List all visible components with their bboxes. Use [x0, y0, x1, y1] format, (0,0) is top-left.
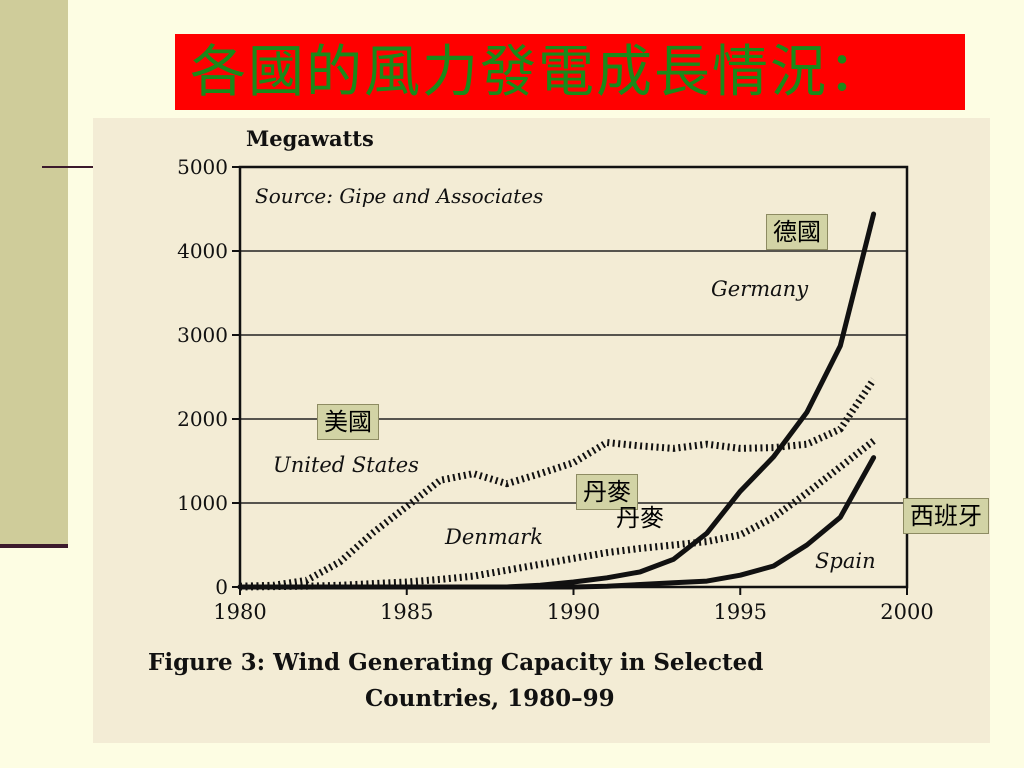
scanned-figure: 0 1000 2000 3000 4000 5000 1980 1985 1990 1995 200…: [93, 118, 990, 743]
sidebar-divider-line: [0, 544, 68, 548]
x-tick-label-1990: 1990: [547, 600, 600, 624]
point-germany-1990: [572, 581, 574, 583]
annotation-denmark-duplicate: 丹麥: [616, 504, 664, 532]
point-spain-1994: [706, 580, 708, 582]
point-united-states-1991: [606, 441, 608, 443]
point-united-states-1992: [639, 445, 641, 447]
title-bar: [175, 34, 965, 110]
point-united-states-1993: [672, 447, 674, 449]
point-denmark-1989: [539, 563, 541, 565]
annotation-spain: 西班牙: [903, 498, 989, 534]
point-denmark-1988: [506, 569, 508, 571]
x-tick-label-1995: 1995: [714, 600, 767, 624]
point-denmark-1984: [372, 582, 374, 584]
x-tick-label-1985: 1985: [380, 600, 433, 624]
series-label-denmark: Denmark: [444, 525, 543, 549]
series-label-germany: Germany: [711, 277, 809, 301]
point-spain-1998: [839, 516, 841, 518]
point-united-states-1997: [806, 443, 808, 445]
slide-title: 各國的風力發電成長情況：: [190, 40, 886, 105]
y-tick-label-0: 0: [215, 575, 228, 599]
point-denmark-1999: [872, 440, 874, 442]
point-united-states-1990: [572, 461, 574, 463]
point-denmark-1995: [739, 534, 741, 536]
figure-caption-line-2: Countries, 1980–99: [365, 685, 615, 712]
point-united-states-1995: [739, 447, 741, 449]
point-spain-1999: [872, 456, 874, 458]
sidebar-accent-bar: [0, 0, 68, 548]
point-germany-1999: [872, 213, 874, 215]
point-united-states-1985: [406, 505, 408, 507]
y-tick-label-3000: 3000: [177, 323, 228, 347]
series-line-spain: [237, 455, 877, 590]
y-tick-label-1000: 1000: [177, 491, 228, 515]
point-united-states-1999: [872, 378, 874, 380]
point-denmark-1985: [406, 581, 408, 583]
point-germany-1995: [739, 490, 741, 492]
point-denmark-1997: [806, 492, 808, 494]
point-united-states-1989: [539, 472, 541, 474]
series-label-spain: Spain: [815, 549, 876, 573]
point-germany-1998: [839, 345, 841, 347]
y-tick-label-2000: 2000: [177, 407, 228, 431]
point-denmark-1991: [606, 551, 608, 553]
figure-caption-line-1: Figure 3: Wind Generating Capacity in Se…: [148, 649, 763, 676]
point-united-states-1988: [506, 482, 508, 484]
x-tick-label-2000: 2000: [880, 600, 933, 624]
point-spain-1993: [672, 582, 674, 584]
point-germany-1992: [639, 571, 641, 573]
point-united-states-1984: [372, 531, 374, 533]
point-spain-1995: [739, 574, 741, 576]
annotation-usa: 美國: [317, 404, 379, 440]
x-tick-label-1980: 1980: [213, 600, 266, 624]
point-germany-1991: [606, 577, 608, 579]
point-united-states-1982: [306, 579, 308, 581]
series-line-germany: [237, 211, 877, 590]
y-tick-label-4000: 4000: [177, 239, 228, 263]
point-united-states-1983: [339, 561, 341, 563]
point-spain-1997: [806, 544, 808, 546]
point-denmark-1993: [672, 544, 674, 546]
point-united-states-1998: [839, 428, 841, 430]
point-united-states-1994: [706, 443, 708, 445]
series-label-united-states: United States: [273, 453, 419, 477]
point-germany-1994: [706, 532, 708, 534]
decorative-line: [42, 166, 94, 168]
point-spain-1996: [772, 565, 774, 567]
wind-capacity-chart: 0 1000 2000 3000 4000 5000 1980 1985 1990 1995 200…: [148, 126, 934, 712]
point-germany-1996: [772, 456, 774, 458]
point-denmark-1992: [639, 547, 641, 549]
point-denmark-1987: [472, 575, 474, 577]
annotation-germany: 德國: [766, 214, 828, 250]
point-denmark-1986: [439, 578, 441, 580]
y-axis-label: Megawatts: [246, 126, 374, 151]
point-united-states-1986: [439, 479, 441, 481]
point-united-states-1996: [772, 446, 774, 448]
point-united-states-1987: [472, 472, 474, 474]
point-denmark-1994: [706, 540, 708, 542]
annotation-denmark: 丹麥: [576, 474, 638, 510]
y-tick-label-5000: 5000: [177, 155, 228, 179]
point-denmark-1990: [572, 557, 574, 559]
point-denmark-1996: [772, 516, 774, 518]
point-germany-1997: [806, 411, 808, 413]
point-germany-1993: [672, 558, 674, 560]
chart-source-note: Source: Gipe and Associates: [255, 184, 543, 208]
point-spain-1992: [639, 583, 641, 585]
point-denmark-1998: [839, 466, 841, 468]
